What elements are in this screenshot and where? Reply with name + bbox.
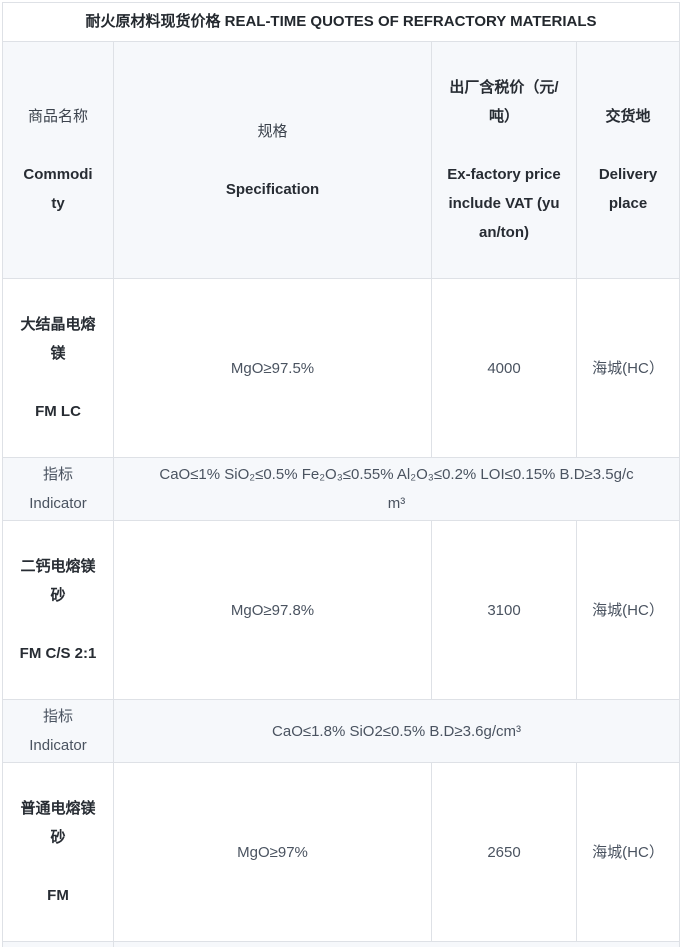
spec-cell: MgO≥97.5% (113, 278, 432, 458)
delivery-cell: 海城(HC） (576, 520, 680, 700)
header-specification-zh: 规格 (257, 122, 288, 140)
indicator-label: 指标 Indicator (2, 941, 114, 947)
header-delivery: 交货地 Delivery place (576, 41, 680, 279)
commodity-name: 普通电熔镁 砂 (20, 800, 96, 846)
table-row: 大结晶电熔 镁 FM LC MgO≥97.5% 4000 海城(HC） (2, 278, 680, 458)
header-price: 出厂含税价（元/ 吨） Ex-factory price include VAT… (431, 41, 577, 279)
header-price-en: Ex-factory price include VAT (yu an/ton) (447, 166, 561, 241)
delivery-cell: 海城(HC） (576, 762, 680, 942)
header-specification-en: Specification (225, 180, 320, 198)
price-cell: 2650 (431, 762, 577, 942)
indicator-row: 指标 Indicator CaO≤1.8% SiO2≤0.5% B.D≥3.6g… (2, 699, 680, 763)
price-cell: 4000 (431, 278, 577, 458)
table-header-row: 商品名称 Commodi ty 规格 Specification 出厂含税价（元… (2, 41, 680, 279)
header-delivery-zh: 交货地 (605, 108, 651, 125)
indicator-row: 指标 Indicator SiO2≤0.8% CaO≤1.4% Fe2O3≤0.… (2, 941, 680, 947)
spec-cell: MgO≥97.8% (113, 520, 432, 700)
indicator-label: 指标 Indicator (2, 457, 114, 521)
table-title: 耐火原材料现货价格 REAL-TIME QUOTES OF REFRACTORY… (2, 2, 680, 42)
commodity-code: FM LC (35, 403, 81, 420)
table-row: 二钙电熔镁 砂 FM C/S 2:1 MgO≥97.8% 3100 海城(HC） (2, 520, 680, 700)
price-cell: 3100 (431, 520, 577, 700)
indicator-values: CaO≤1.8% SiO2≤0.5% B.D≥3.6g/cm³ (113, 699, 680, 763)
indicator-values: SiO2≤0.8% CaO≤1.4% Fe2O3≤0.7% Al2O3≤0.2%… (113, 941, 680, 947)
header-delivery-en: Delivery place (598, 166, 658, 212)
delivery-cell: 海城(HC） (576, 278, 680, 458)
header-price-zh: 出厂含税价（元/ 吨） (449, 79, 559, 125)
commodity-code: FM C/S 2:1 (19, 645, 97, 662)
commodity-name: 大结晶电熔 镁 (20, 316, 96, 362)
indicator-values: CaO≤1% SiO₂≤0.5% Fe₂O₃≤0.55% Al₂O₃≤0.2% … (113, 457, 680, 521)
header-commodity-en: Commodi ty (23, 166, 93, 212)
commodity-name: 二钙电熔镁 砂 (20, 558, 96, 604)
table-row: 普通电熔镁 砂 FM MgO≥97% 2650 海城(HC） (2, 762, 680, 942)
table-title-row: 耐火原材料现货价格 REAL-TIME QUOTES OF REFRACTORY… (2, 2, 680, 42)
commodity-cell: 大结晶电熔 镁 FM LC (2, 278, 114, 458)
commodity-code: FM (47, 887, 69, 904)
indicator-row: 指标 Indicator CaO≤1% SiO₂≤0.5% Fe₂O₃≤0.55… (2, 457, 680, 521)
spec-cell: MgO≥97% (113, 762, 432, 942)
indicator-label: 指标 Indicator (2, 699, 114, 763)
header-specification: 规格 Specification (113, 41, 432, 279)
header-commodity-zh: 商品名称 (27, 108, 88, 125)
commodity-cell: 普通电熔镁 砂 FM (2, 762, 114, 942)
commodity-cell: 二钙电熔镁 砂 FM C/S 2:1 (2, 520, 114, 700)
header-commodity: 商品名称 Commodi ty (2, 41, 114, 279)
